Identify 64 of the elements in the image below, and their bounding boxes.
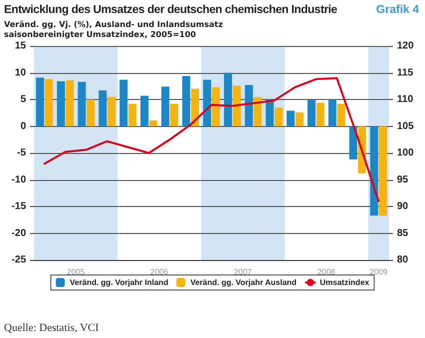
y-tick-label: -15 xyxy=(12,201,26,212)
bar xyxy=(66,80,74,126)
bar xyxy=(203,80,212,126)
bar xyxy=(86,100,95,126)
bar xyxy=(337,104,346,126)
y-tick-label: 5 xyxy=(20,94,26,105)
bar xyxy=(286,110,295,126)
source-note: Quelle: Destatis, VCI xyxy=(4,322,99,334)
x-tick-label: 2009 xyxy=(370,268,388,276)
bar xyxy=(107,96,116,126)
bar xyxy=(254,96,262,126)
bar xyxy=(182,76,190,126)
bar xyxy=(224,72,232,126)
y-tick-label: 15 xyxy=(14,40,26,52)
bar xyxy=(191,88,200,126)
legend-label: Umsatzindex xyxy=(320,278,370,287)
bar xyxy=(149,120,158,126)
bar xyxy=(212,87,220,126)
y-tick-label: -10 xyxy=(12,174,26,186)
bar xyxy=(56,81,65,126)
y2-tick-label: 100 xyxy=(397,148,414,158)
bar xyxy=(378,126,387,216)
bar xyxy=(244,85,253,126)
bar xyxy=(170,104,178,126)
bar xyxy=(274,108,283,126)
text: Grafik 4 xyxy=(376,4,419,16)
x-tick-label: 2007 xyxy=(234,268,252,276)
bar xyxy=(295,112,304,126)
y2-tick-label: 110 xyxy=(397,94,414,105)
y2-tick-label: 95 xyxy=(397,174,409,186)
legend-label: Veränd. gg. Vorjahr Inland xyxy=(70,278,168,287)
bar xyxy=(328,100,336,126)
y2-tick-label: 105 xyxy=(397,120,414,132)
line-series xyxy=(43,77,380,202)
legend-label: Veränd. gg. Vorjahr Ausland xyxy=(190,278,297,287)
chart-subtitle: Veränd. gg. Vj. (%), Ausland- und Inlandsumsatz saisonbereinigter Umsatzindex, 2005=100 xyxy=(4,20,223,40)
bar xyxy=(161,86,170,126)
bar xyxy=(98,90,107,126)
y-tick-label: -25 xyxy=(12,254,26,266)
bar xyxy=(316,102,324,126)
y2-tick-label: 90 xyxy=(397,201,409,212)
bar xyxy=(140,96,148,126)
y2-tick-label: 85 xyxy=(397,228,409,239)
bar xyxy=(232,86,241,126)
y-tick-label: -5 xyxy=(17,148,26,158)
y2-tick-label: 120 xyxy=(397,40,414,52)
y-tick-label: -20 xyxy=(12,228,26,239)
bar xyxy=(349,126,358,160)
bar xyxy=(128,104,136,126)
bar xyxy=(44,79,53,126)
y-tick-label: 0 xyxy=(20,120,26,132)
y2-tick-label: 80 xyxy=(397,254,409,266)
bar xyxy=(36,78,44,126)
x-tick-label: 2008 xyxy=(317,268,336,276)
bar xyxy=(78,82,86,126)
bar xyxy=(120,80,128,126)
x-tick-label: 2006 xyxy=(150,268,169,276)
y2-tick-label: 115 xyxy=(397,67,414,78)
bar xyxy=(266,100,274,126)
bar xyxy=(370,126,378,216)
chart-title: Entwicklung des Umsatzes der deutschen chemischen Industrie xyxy=(4,4,338,16)
x-tick-label: 2005 xyxy=(66,268,86,276)
y-tick-label: 10 xyxy=(14,67,26,78)
bar xyxy=(308,100,316,126)
